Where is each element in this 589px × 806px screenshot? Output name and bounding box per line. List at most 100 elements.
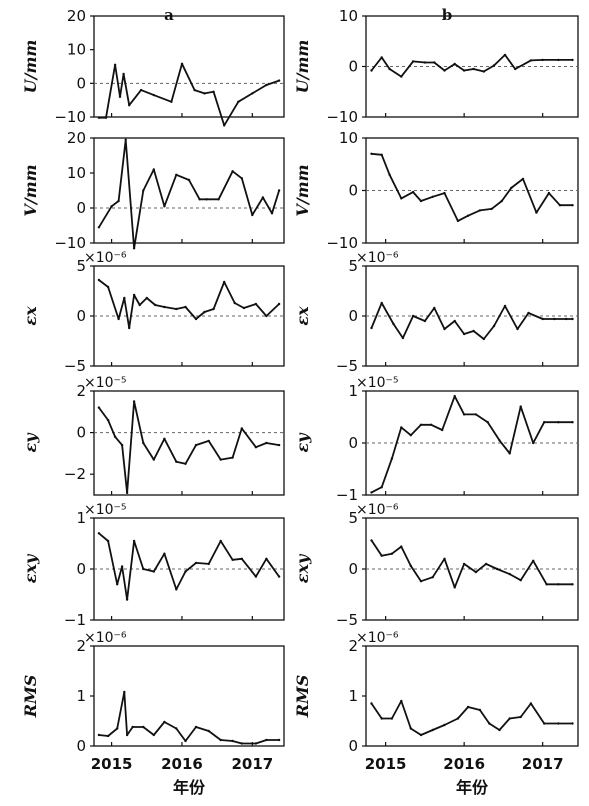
data-point [203,310,206,314]
data-point [184,739,187,743]
chart-panel-a-ex: −5 0 5 εx ×10⁻⁶ [21,250,285,375]
data-point [409,727,412,730]
data-point [223,280,226,284]
y-axis-label: εx [21,306,40,326]
data-point [163,720,166,724]
panel-label: b [442,6,453,24]
data-point [104,116,108,119]
y-tick-label: −5 [336,357,358,375]
data-point [411,314,415,318]
data-point [124,138,127,141]
data-point [508,452,511,455]
data-point [443,327,446,331]
data-point [498,439,501,442]
data-point [370,152,373,155]
data-point [97,406,101,409]
data-point [113,435,117,438]
data-point [516,327,519,331]
data-point [400,699,403,703]
data-point [380,554,383,557]
data-point [390,717,394,720]
y-multiplier: ×10⁻⁶ [84,630,127,646]
series-line [371,395,573,494]
data-point [423,319,427,323]
y-tick-label: 20 [67,129,86,147]
data-point [380,153,383,156]
data-point [492,324,496,328]
data-point [152,570,155,573]
data-point [380,717,383,720]
chart-panel-b-ey: −1 0 1 εy ×10⁻⁵ [293,375,579,504]
data-point [431,195,434,198]
data-point [430,423,433,426]
y-tick-label: −1 [336,486,358,504]
data-point [277,738,281,742]
data-point [529,702,533,705]
data-point [152,168,155,171]
y-tick-label: −5 [64,357,86,375]
data-point [163,552,166,555]
data-point [532,441,535,445]
data-point [558,204,562,207]
data-point [265,738,268,742]
data-point [261,196,265,199]
data-point [132,247,136,250]
data-point [163,205,166,208]
data-point [203,92,206,95]
data-point [441,428,444,432]
data-point [142,189,145,192]
data-point [110,205,113,208]
data-point [132,400,136,403]
y-tick-label: −10 [326,108,358,126]
y-tick-label: −10 [326,234,358,252]
data-point [390,552,394,555]
data-point [409,564,412,568]
plot-frame [93,137,285,244]
data-point [187,178,191,182]
data-point [433,61,436,64]
data-point [175,460,178,463]
data-point [431,576,434,579]
data-point [431,728,434,732]
data-point [207,729,210,733]
y-tick-label: 0 [76,307,86,325]
y-tick-label: 0 [348,58,358,76]
chart-panel-a-rms: 0 1 2 RMS ×10⁻⁶ [21,630,285,755]
data-point [370,702,373,705]
data-point [474,570,478,574]
data-point [277,443,281,447]
data-point [125,733,129,737]
data-point [557,58,560,62]
data-point [219,738,222,742]
data-point [500,199,503,203]
data-point [380,301,383,305]
data-point [400,545,403,548]
data-point [131,725,134,729]
data-point [277,79,281,82]
y-axis-label: εxy [293,553,312,583]
data-point [163,305,166,309]
y-tick-label: 5 [348,509,358,527]
data-point [231,456,234,459]
data-point [482,70,485,73]
data-point [184,570,187,573]
data-point [117,199,120,203]
y-tick-label: −10 [54,234,86,252]
y-axis-label: V/mm [293,164,312,216]
data-point [254,575,258,578]
data-point [97,278,101,282]
data-point [237,100,240,104]
data-point [419,580,423,583]
y-tick-label: 0 [348,307,358,325]
data-point [180,62,184,65]
data-point [254,302,258,306]
y-tick-label: 10 [339,7,358,25]
data-point [175,727,178,730]
data-point [193,88,196,92]
data-point [400,75,403,78]
data-point [519,405,522,408]
data-point [443,69,446,72]
series-line [371,152,573,222]
data-point [251,92,254,95]
data-point [490,207,493,211]
